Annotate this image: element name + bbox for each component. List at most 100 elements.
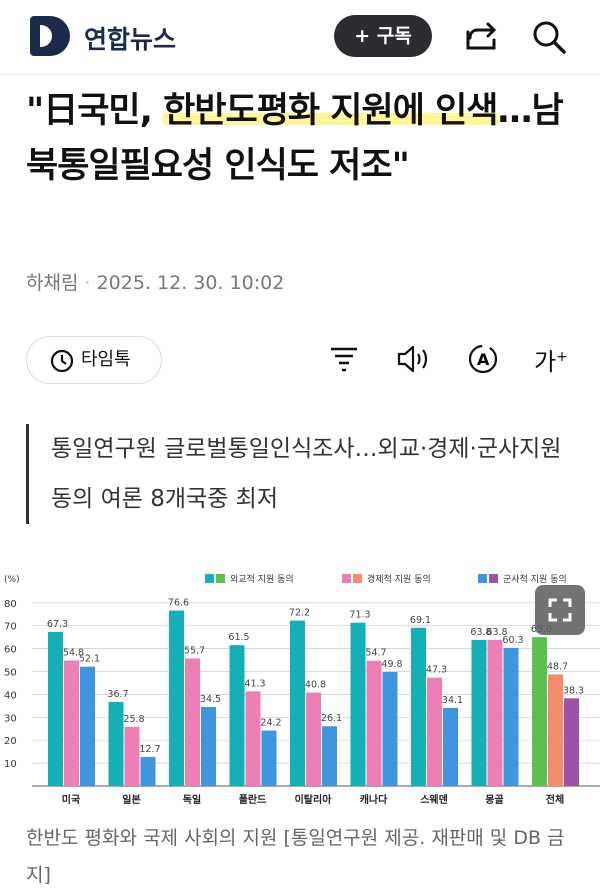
y-tick-label: 10 bbox=[4, 759, 17, 770]
font-size-icon[interactable]: 가+ bbox=[534, 348, 568, 376]
y-tick-label: 60 bbox=[4, 645, 17, 656]
data-label: 36.7 bbox=[107, 689, 128, 700]
bar bbox=[427, 677, 442, 786]
data-label: 76.6 bbox=[168, 598, 189, 609]
app-header: 연합뉴스 + 구독 bbox=[0, 0, 600, 75]
data-label: 34.1 bbox=[442, 695, 463, 706]
bar bbox=[350, 622, 366, 786]
data-label: 63.8 bbox=[470, 627, 491, 638]
article-toolbar: 타임톡 A 가+ bbox=[0, 336, 600, 386]
bar bbox=[471, 639, 487, 786]
data-label: 54.7 bbox=[365, 648, 386, 659]
legend-swatch bbox=[216, 574, 225, 583]
bar bbox=[382, 671, 398, 786]
bar bbox=[366, 660, 382, 786]
legend-label: 군사적 지원 동의 bbox=[503, 573, 567, 585]
x-tick-label: 전체 bbox=[546, 793, 564, 806]
bar bbox=[108, 701, 124, 786]
bar bbox=[564, 698, 579, 786]
svg-text:A: A bbox=[477, 350, 490, 369]
data-label: 12.7 bbox=[139, 744, 160, 755]
data-label: 61.5 bbox=[228, 632, 249, 643]
data-label: 41.3 bbox=[244, 678, 265, 689]
brand-logo[interactable] bbox=[30, 16, 70, 56]
y-axis-label: (%) bbox=[4, 575, 20, 585]
fullscreen-button[interactable] bbox=[535, 585, 585, 635]
search-icon[interactable] bbox=[530, 18, 568, 56]
byline: 하채림 · 2025. 12. 30. 10:02 bbox=[26, 272, 285, 294]
bar bbox=[80, 666, 95, 786]
legend-swatch bbox=[342, 574, 351, 583]
clock-icon bbox=[50, 349, 74, 373]
author[interactable]: 하채림 bbox=[26, 272, 79, 294]
x-tick-label: 미국 bbox=[62, 793, 80, 806]
y-tick-label: 20 bbox=[4, 736, 17, 747]
bar bbox=[411, 627, 426, 786]
article-title: "日국민, 한반도평화 지원에 인색…남북통일필요성 인식도 저조" bbox=[26, 91, 564, 186]
bar bbox=[261, 730, 277, 786]
legend-swatch bbox=[489, 574, 498, 583]
data-label: 26.1 bbox=[321, 713, 342, 724]
data-label: 48.7 bbox=[547, 661, 568, 672]
data-label: 52.1 bbox=[79, 654, 100, 665]
y-tick-label: 30 bbox=[4, 713, 17, 724]
legend-label: 경제적 지원 동의 bbox=[367, 573, 431, 585]
y-tick-label: 80 bbox=[4, 599, 17, 610]
data-label: 71.3 bbox=[349, 610, 370, 621]
y-tick-label: 50 bbox=[4, 668, 17, 679]
x-tick-label: 폴란드 bbox=[239, 794, 267, 806]
bar bbox=[322, 726, 337, 786]
subscribe-button[interactable]: + 구독 bbox=[334, 15, 432, 57]
x-tick-label: 독일 bbox=[183, 793, 201, 806]
data-label: 25.8 bbox=[123, 714, 144, 725]
x-tick-label: 스웨덴 bbox=[420, 793, 448, 806]
data-label: 55.7 bbox=[184, 645, 205, 656]
data-label: 40.8 bbox=[305, 680, 326, 691]
bar bbox=[185, 658, 200, 786]
bar bbox=[140, 756, 156, 786]
legend-label: 외교적 지원 동의 bbox=[230, 573, 294, 585]
x-tick-label: 캐나다 bbox=[360, 793, 388, 806]
bar bbox=[306, 692, 321, 786]
data-label: 69.1 bbox=[410, 615, 431, 626]
share-icon[interactable] bbox=[464, 20, 500, 54]
bar bbox=[48, 631, 63, 786]
data-label: 38.3 bbox=[563, 685, 584, 696]
data-label: 63.8 bbox=[486, 627, 507, 638]
data-label: 47.3 bbox=[426, 665, 447, 676]
data-label: 24.2 bbox=[260, 718, 281, 729]
data-label: 67.3 bbox=[47, 619, 68, 630]
bar-chart[interactable]: (%) 10 20 30 40 50 60 70 80 외교적 지원 동의 경제적 지원 동의 군사적… bbox=[0, 565, 600, 815]
data-label: 72.2 bbox=[289, 608, 310, 619]
timeline-button[interactable]: 타임톡 bbox=[26, 336, 162, 384]
bar bbox=[124, 726, 140, 786]
x-tick-label: 이탈리아 bbox=[295, 793, 333, 806]
y-tick-label: 70 bbox=[4, 622, 17, 633]
data-label: 49.8 bbox=[381, 659, 402, 670]
article-subtitle: 통일연구원 글로벌통일인식조사…외교·경제·군사지원 동의 여론 8개국중 최저 bbox=[26, 424, 586, 524]
bar bbox=[169, 610, 184, 786]
data-label: 60.3 bbox=[502, 635, 523, 646]
bar bbox=[290, 620, 305, 786]
publish-date: 2025. 12. 30. 10:02 bbox=[96, 272, 285, 294]
legend-swatch bbox=[478, 574, 487, 583]
bar bbox=[548, 674, 563, 786]
data-label: 54.8 bbox=[63, 648, 84, 659]
bar bbox=[532, 637, 547, 786]
translate-icon[interactable]: A bbox=[466, 342, 500, 376]
y-tick-label: 40 bbox=[4, 690, 17, 701]
bar bbox=[201, 706, 216, 786]
data-label: 34.5 bbox=[200, 694, 221, 705]
timeline-label: 타임톡 bbox=[81, 349, 131, 370]
expand-icon bbox=[548, 598, 572, 622]
summary-icon[interactable] bbox=[328, 344, 360, 376]
bar bbox=[487, 639, 503, 786]
bar bbox=[503, 647, 519, 786]
bar bbox=[245, 691, 261, 786]
bar bbox=[443, 707, 458, 786]
speaker-icon[interactable] bbox=[396, 342, 432, 376]
brand-name[interactable]: 연합뉴스 bbox=[84, 25, 177, 54]
legend-swatch bbox=[205, 574, 214, 583]
bar bbox=[64, 660, 79, 786]
bar bbox=[229, 645, 245, 786]
